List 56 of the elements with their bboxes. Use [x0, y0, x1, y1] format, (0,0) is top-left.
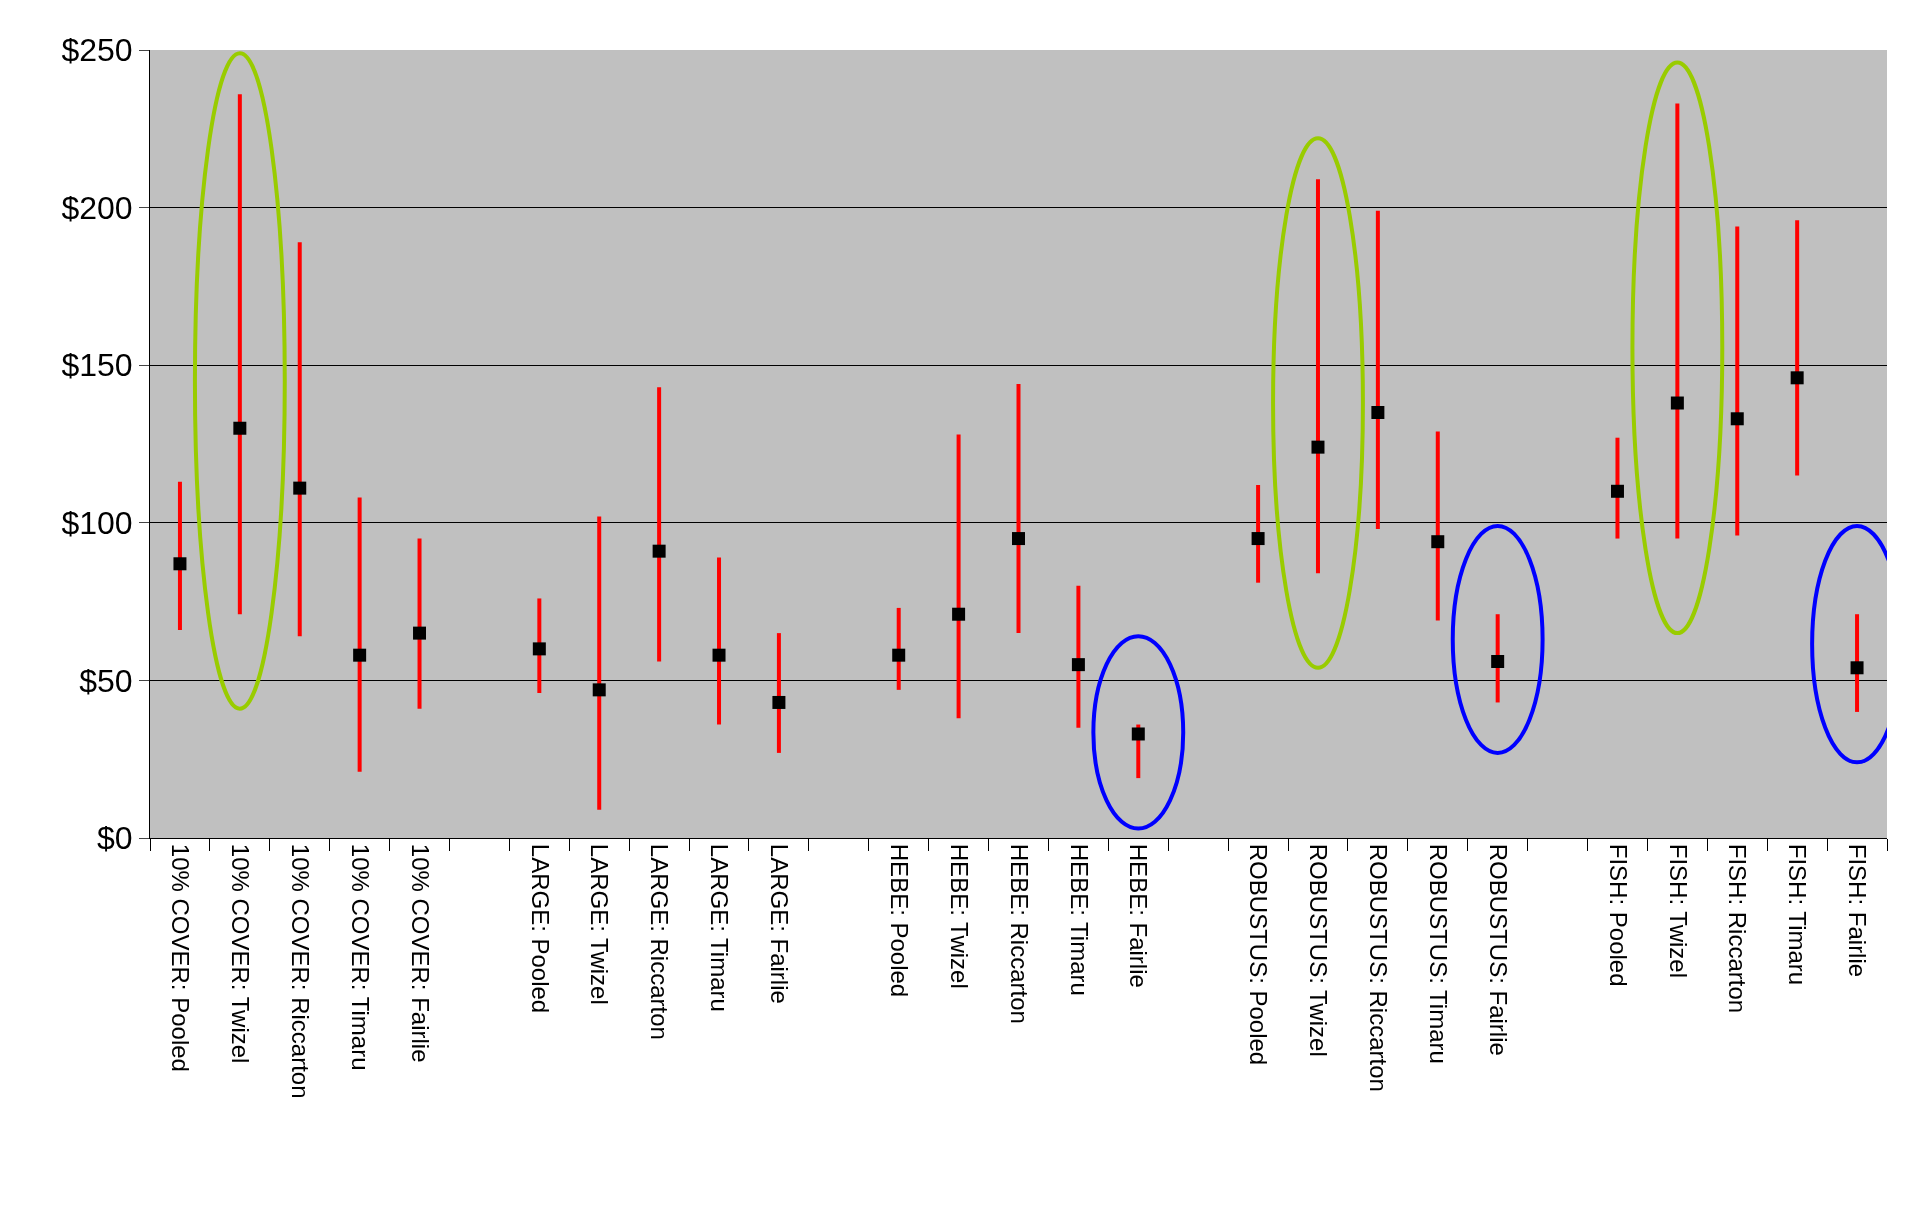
point	[772, 695, 786, 709]
x-tick-label: FISH: Twizel	[1664, 843, 1692, 979]
point	[1850, 661, 1864, 675]
x-tick-label: 10% COVER: Pooled	[167, 843, 195, 1072]
x-tick-label: FISH: Pooled	[1604, 843, 1632, 987]
y-tick-label: $50	[79, 662, 133, 699]
point	[952, 607, 966, 621]
point	[1251, 532, 1265, 546]
point	[1012, 532, 1025, 546]
x-tick-label: HEBE: Fairlie	[1125, 843, 1153, 988]
point	[293, 481, 307, 495]
x-tick-label: 10% COVER: Fairlie	[406, 843, 434, 1063]
x-tick-label: ROBUSTUS: Pooled	[1245, 843, 1273, 1066]
point	[233, 421, 247, 435]
point	[712, 648, 726, 662]
x-tick-label: HEBE: Twizel	[945, 843, 973, 989]
x-tick-label: FISH: Fairlie	[1844, 843, 1872, 978]
point	[1730, 412, 1744, 426]
point	[592, 683, 606, 697]
point	[1071, 658, 1085, 672]
x-tick-label: ROBUSTUS: Fairlie	[1484, 843, 1512, 1056]
y-tick-label: $0	[97, 820, 133, 857]
x-tick-label: HEBE: Pooled	[885, 843, 913, 998]
x-tick-label: FISH: Riccarton	[1724, 843, 1752, 1014]
x-tick-label: LARGE: Timaru	[706, 843, 734, 1012]
point	[353, 648, 367, 662]
x-tick-label: FISH: Timaru	[1784, 843, 1812, 986]
point	[1610, 484, 1624, 498]
x-tick-label: 10% COVER: Riccarton	[286, 843, 314, 1099]
x-tick-label: ROBUSTUS: Riccarton	[1365, 843, 1393, 1092]
y-tick-label: $100	[61, 505, 133, 541]
x-tick-label: LARGE: Twizel	[586, 843, 614, 1005]
point	[413, 626, 427, 640]
y-tick-label: $200	[61, 189, 133, 226]
y-tick-label: $250	[61, 32, 133, 69]
point	[1790, 371, 1804, 385]
x-tick-label: HEBE: Timaru	[1065, 843, 1093, 996]
point	[1431, 535, 1445, 549]
y-tick-label: $150	[61, 347, 133, 384]
point	[1670, 396, 1684, 410]
x-tick-label: 10% COVER: Timaru	[346, 843, 374, 1071]
point	[652, 544, 666, 558]
x-tick-label: LARGE: Riccarton	[646, 843, 674, 1040]
point	[1491, 654, 1505, 668]
x-tick-label: LARGE: Pooled	[526, 843, 554, 1014]
x-tick-label: ROBUSTUS: Timaru	[1424, 843, 1452, 1064]
point	[1371, 405, 1385, 419]
x-tick-label: 10% COVER: Twizel	[227, 843, 255, 1064]
point	[1131, 727, 1145, 741]
x-tick-label: ROBUSTUS: Twizel	[1305, 843, 1333, 1057]
point	[1311, 440, 1325, 454]
point	[173, 557, 187, 571]
point	[532, 642, 546, 656]
x-tick-label: LARGE: Fairlie	[766, 843, 794, 1004]
x-tick-label: HEBE: Riccarton	[1005, 843, 1033, 1024]
point	[892, 648, 906, 662]
